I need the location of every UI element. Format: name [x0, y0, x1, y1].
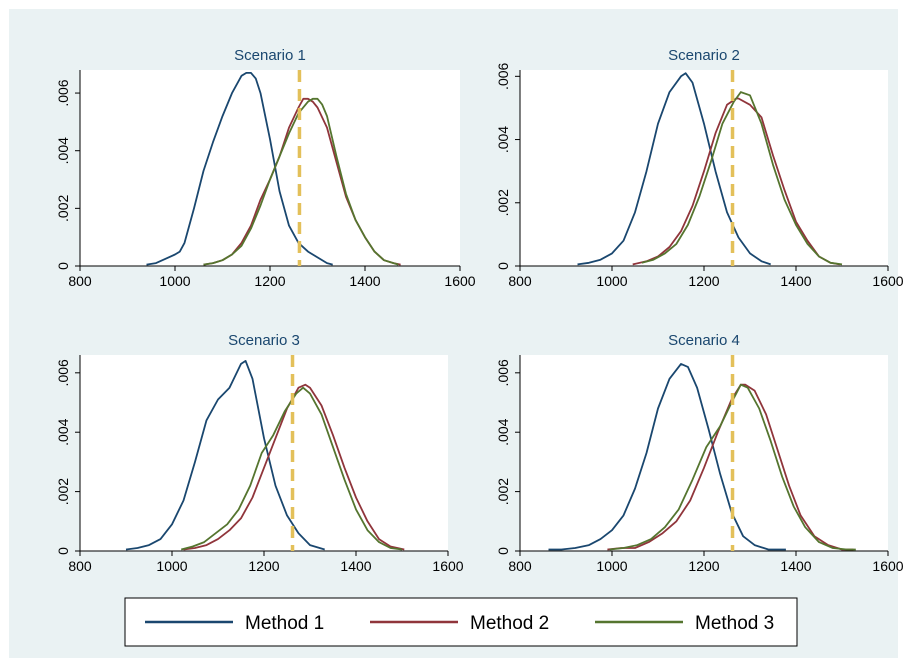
- y-tick-label: 0: [55, 547, 71, 555]
- x-tick-label: 1400: [349, 273, 380, 289]
- chart-title: Scenario 1: [234, 47, 306, 64]
- y-tick-label: .006: [55, 359, 71, 386]
- y-tick-label: .002: [55, 478, 71, 505]
- y-tick-label: .002: [495, 189, 511, 216]
- series-line-method-1: [125, 360, 325, 551]
- y-tick-label: 0: [55, 262, 71, 270]
- series-line-method-3: [609, 383, 856, 551]
- x-tick-label: 800: [68, 273, 92, 289]
- x-tick-label: 800: [68, 558, 92, 574]
- x-tick-label: 1000: [156, 558, 187, 574]
- series-line-method-1: [577, 72, 771, 266]
- legend-item: Method 1: [145, 613, 324, 634]
- x-tick-label: 1600: [872, 558, 903, 574]
- x-tick-label: 1400: [780, 558, 811, 574]
- chart-title: Scenario 3: [228, 332, 300, 349]
- x-tick-label: 1400: [780, 273, 811, 289]
- chart-panel: Scenario 3 800 1000 1200 1400 1600 0 .002 .004.…: [55, 332, 464, 574]
- x-tick-label: 1200: [254, 273, 285, 289]
- x-tick-label: 1000: [159, 273, 190, 289]
- series-line-method-3: [180, 386, 403, 551]
- series-line-method-1: [548, 363, 786, 551]
- series-line-method-3: [203, 97, 399, 266]
- y-tick-label: .006: [495, 62, 511, 89]
- plot-area: [80, 70, 460, 266]
- x-tick-label: 1200: [248, 558, 279, 574]
- x-tick-label: 800: [508, 273, 532, 289]
- x-tick-label: 1600: [444, 273, 475, 289]
- plot-area: [80, 355, 448, 551]
- y-tick-label: .006: [495, 359, 511, 386]
- y-tick-label: .004: [55, 418, 71, 445]
- series-line-method-2: [183, 383, 405, 551]
- x-tick-label: 1000: [596, 558, 627, 574]
- chart-title: Scenario 2: [668, 47, 740, 64]
- legend-item: Method 3: [595, 613, 774, 634]
- y-tick-label: .004: [495, 126, 511, 153]
- legend: Method 1 Method 2 Method 3: [124, 597, 798, 647]
- x-tick-label: 1400: [340, 558, 371, 574]
- chart-panel: Scenario 2 800 1000 1200 1400 1600 0 .002 .004.…: [495, 47, 904, 289]
- legend-box: [124, 597, 798, 647]
- x-tick-label: 1600: [432, 558, 463, 574]
- chart-title: Scenario 4: [668, 332, 740, 349]
- chart-panel: Scenario 4 800 1000 1200 1400 1600 0 .002 .004.…: [495, 332, 904, 574]
- y-tick-label: .004: [55, 137, 71, 164]
- legend-label: Method 1: [245, 613, 324, 634]
- legend-label: Method 2: [470, 613, 549, 634]
- chart-panel: Scenario 1 800 1000 1200 1400 1600 0 .002 .004.…: [55, 47, 476, 289]
- y-tick-label: 0: [495, 547, 511, 555]
- legend-label: Method 3: [695, 613, 774, 634]
- y-tick-label: .004: [495, 418, 511, 445]
- x-tick-label: 1600: [872, 273, 903, 289]
- series-line-method-3: [641, 91, 843, 266]
- x-tick-label: 1200: [688, 273, 719, 289]
- y-tick-label: .002: [495, 478, 511, 505]
- legend-item: Method 2: [370, 613, 549, 634]
- series-line-method-2: [632, 97, 840, 266]
- x-tick-label: 800: [508, 558, 532, 574]
- x-tick-label: 1200: [688, 558, 719, 574]
- y-tick-label: .002: [55, 195, 71, 222]
- y-tick-label: .006: [55, 79, 71, 106]
- x-tick-label: 1000: [596, 273, 627, 289]
- plot-area: [520, 70, 888, 266]
- y-tick-label: 0: [495, 262, 511, 270]
